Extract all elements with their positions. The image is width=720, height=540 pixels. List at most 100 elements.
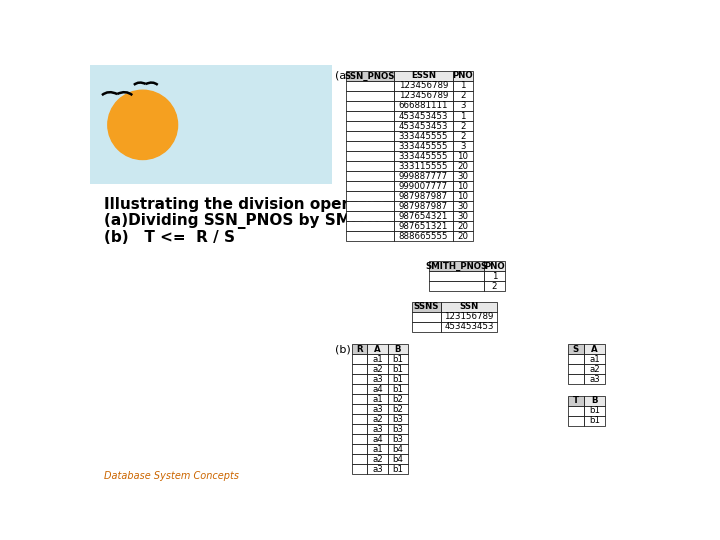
Text: 2: 2 (460, 122, 466, 131)
Bar (367, 464, 387, 475)
Text: a4: a4 (372, 385, 383, 394)
Bar (387, 455, 408, 464)
Bar (453, 81, 473, 91)
Text: 333445555: 333445555 (398, 152, 448, 160)
Bar (90, 65, 332, 184)
Text: b1: b1 (392, 375, 403, 384)
Text: 2: 2 (460, 132, 466, 140)
Bar (367, 384, 387, 394)
Bar (584, 416, 606, 426)
Bar (346, 91, 394, 101)
Text: b1: b1 (392, 355, 403, 364)
Bar (453, 161, 473, 171)
Text: PNO: PNO (452, 71, 473, 80)
Text: 30: 30 (457, 201, 468, 211)
Text: 333445555: 333445555 (398, 141, 448, 151)
Text: a2: a2 (372, 365, 383, 374)
Bar (453, 151, 473, 161)
Bar (394, 71, 453, 81)
Bar (568, 354, 584, 364)
Text: S: S (573, 345, 579, 354)
Bar (387, 364, 408, 374)
Text: B: B (395, 345, 401, 354)
Bar (387, 384, 408, 394)
Bar (568, 345, 584, 354)
Bar (346, 101, 394, 111)
Bar (429, 261, 484, 271)
Bar (346, 211, 394, 221)
Text: (b)   T <=  R / S: (b) T <= R / S (104, 230, 235, 245)
Text: 123456789: 123456789 (399, 91, 448, 100)
Text: 333445555: 333445555 (398, 132, 448, 140)
Text: Database System Concepts: Database System Concepts (104, 471, 239, 481)
Bar (394, 91, 453, 101)
Bar (394, 211, 453, 221)
Text: (a)Dividing SSN_PNOS by SMITH_PNOS.: (a)Dividing SSN_PNOS by SMITH_PNOS. (104, 213, 441, 230)
Bar (453, 231, 473, 241)
Text: 999887777: 999887777 (399, 172, 448, 180)
Text: 888665555: 888665555 (398, 232, 448, 241)
Bar (394, 171, 453, 181)
Text: b2: b2 (392, 405, 403, 414)
Text: 10: 10 (457, 152, 468, 160)
Bar (346, 161, 394, 171)
Text: b4: b4 (392, 455, 403, 464)
Text: a3: a3 (372, 375, 383, 384)
Text: 2: 2 (460, 91, 466, 100)
Bar (394, 191, 453, 201)
Circle shape (108, 90, 178, 159)
Bar (441, 312, 497, 322)
Text: a2: a2 (589, 365, 600, 374)
Text: 3: 3 (460, 102, 466, 111)
Bar (441, 302, 497, 312)
Bar (453, 141, 473, 151)
Bar (367, 374, 387, 384)
Bar (352, 414, 367, 424)
Text: 1: 1 (460, 111, 466, 120)
Bar (568, 406, 584, 416)
Text: (a): (a) (335, 71, 351, 81)
Text: 1: 1 (492, 272, 498, 281)
Bar (387, 424, 408, 434)
Text: B: B (591, 396, 598, 406)
Text: 20: 20 (457, 161, 468, 171)
Bar (346, 121, 394, 131)
Text: a1: a1 (589, 355, 600, 364)
Bar (568, 396, 584, 406)
Bar (346, 151, 394, 161)
Bar (453, 131, 473, 141)
Text: b1: b1 (392, 365, 403, 374)
Bar (352, 364, 367, 374)
Bar (387, 414, 408, 424)
Text: b4: b4 (392, 445, 403, 454)
Text: b3: b3 (392, 425, 403, 434)
Bar (346, 111, 394, 121)
Text: b1: b1 (589, 407, 600, 415)
Text: a1: a1 (372, 445, 383, 454)
Text: A: A (374, 345, 381, 354)
Bar (367, 434, 387, 444)
Bar (394, 231, 453, 241)
Bar (441, 322, 497, 332)
Bar (387, 345, 408, 354)
Text: 987987987: 987987987 (399, 201, 448, 211)
Bar (394, 81, 453, 91)
Text: ESSN: ESSN (410, 71, 436, 80)
Bar (394, 121, 453, 131)
Text: 10: 10 (457, 181, 468, 191)
Bar (484, 261, 505, 271)
Text: PNO: PNO (485, 262, 505, 271)
Bar (346, 221, 394, 231)
Bar (346, 141, 394, 151)
Bar (484, 281, 505, 291)
Bar (352, 374, 367, 384)
Bar (346, 201, 394, 211)
Bar (584, 396, 606, 406)
Text: 666881111: 666881111 (398, 102, 448, 111)
Bar (584, 364, 606, 374)
Bar (584, 354, 606, 364)
Bar (387, 374, 408, 384)
Bar (412, 302, 441, 312)
Bar (352, 384, 367, 394)
Bar (394, 221, 453, 231)
